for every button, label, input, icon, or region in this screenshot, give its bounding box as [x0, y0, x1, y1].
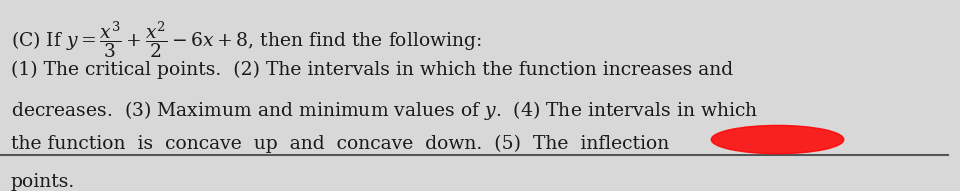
Text: the function  is  concave  up  and  concave  down.  (5)  The  inflection: the function is concave up and concave d…: [11, 135, 669, 153]
Text: (1) The critical points.  (2) The intervals in which the function increases and: (1) The critical points. (2) The interva…: [11, 61, 733, 79]
Text: points.: points.: [11, 172, 75, 190]
Ellipse shape: [711, 125, 844, 154]
Text: decreases.  (3) Maximum and minimum values of $y$.  (4) The intervals in which: decreases. (3) Maximum and minimum value…: [11, 99, 758, 122]
Text: (C) If $y = \dfrac{x^3}{3} + \dfrac{x^2}{2} - 6x + 8$, then find the following:: (C) If $y = \dfrac{x^3}{3} + \dfrac{x^2}…: [11, 20, 482, 61]
